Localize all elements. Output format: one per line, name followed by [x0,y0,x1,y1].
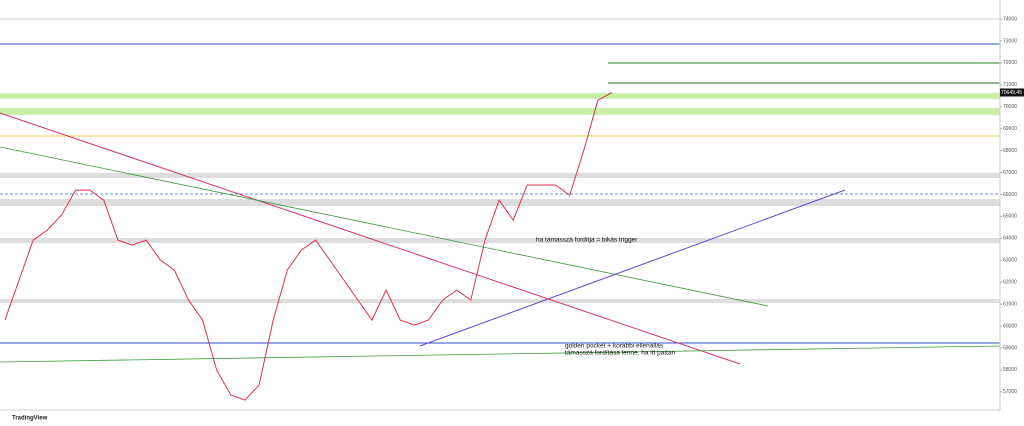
y-tick-label: 60000 [1003,323,1017,329]
y-tick-label: 65000 [1003,214,1017,220]
annotation: golden pocket + korábbi ellenállás [565,343,664,350]
zone [0,93,1000,99]
zone [0,299,1000,303]
zone [0,238,1000,243]
y-tick-label: 58000 [1003,367,1017,373]
y-tick-label: 69000 [1003,126,1017,132]
y-tick-label: 73000 [1003,38,1017,44]
y-tick-label: 57000 [1003,389,1017,395]
price-label: 70649.45 [1001,90,1022,96]
zone [0,173,1000,178]
y-tick-label: 61000 [1003,301,1017,307]
y-tick-label: 62000 [1003,279,1017,285]
annotation: ha támasszá fordítja = bikás trigger [536,237,638,244]
y-tick-label: 66000 [1003,192,1017,198]
logo: TradingView [12,416,48,422]
y-tick-label: 72000 [1003,60,1017,66]
trendline [0,146,769,307]
y-tick-label: 68000 [1003,148,1017,154]
zone [0,199,1000,206]
price-line [4,92,613,401]
y-tick-label: 71000 [1003,82,1017,88]
zone [0,108,1000,115]
trendline [0,112,741,365]
price-tag [1000,88,1024,97]
y-tick-label: 74000 [1003,16,1017,22]
y-tick-label: 67000 [1003,170,1017,176]
y-tick-label: 64000 [1003,236,1017,242]
trendline [0,345,1001,363]
annotation: támasszá fordítása lenne, ha itt pattan [565,350,676,357]
y-tick-label: 70000 [1003,104,1017,110]
y-tick-label: 63000 [1003,258,1017,264]
trendline [419,189,846,347]
y-tick-label: 59000 [1003,345,1017,351]
